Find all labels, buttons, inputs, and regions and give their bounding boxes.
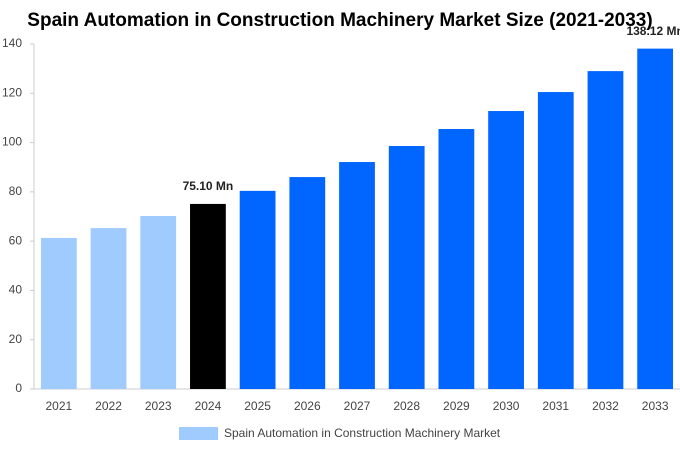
x-tick-label: 2022 [95, 399, 122, 413]
x-tick-label: 2024 [195, 399, 222, 413]
x-tick-label: 2033 [642, 399, 669, 413]
y-tick-label: 100 [2, 135, 22, 149]
chart-title: Spain Automation in Construction Machine… [27, 10, 652, 31]
bar [239, 190, 276, 389]
legend-label: Spain Automation in Construction Machine… [224, 426, 501, 440]
x-tick-label: 2029 [443, 399, 470, 413]
bar [140, 216, 177, 389]
x-tick-label: 2028 [393, 399, 420, 413]
bar [587, 71, 624, 389]
x-tick-label: 2023 [145, 399, 172, 413]
bar [438, 129, 475, 389]
bar [637, 48, 674, 389]
x-tick-label: 2027 [344, 399, 371, 413]
y-tick-label: 20 [9, 332, 23, 346]
bar [90, 228, 127, 389]
bar [388, 146, 425, 389]
y-tick-label: 60 [9, 233, 23, 247]
value-label: 138.12 Mn [626, 24, 680, 38]
x-tick-label: 2031 [542, 399, 569, 413]
y-tick-label: 80 [9, 184, 23, 198]
bar [339, 162, 375, 389]
x-tick-label: 2021 [45, 399, 72, 413]
y-tick-label: 0 [15, 381, 22, 395]
x-tick-label: 2026 [294, 399, 321, 413]
bar [289, 177, 326, 389]
y-tick-label: 140 [2, 36, 22, 50]
value-label: 75.10 Mn [183, 179, 234, 193]
y-tick-label: 120 [2, 85, 22, 99]
y-tick-label: 40 [9, 283, 23, 297]
bar [537, 92, 574, 389]
x-tick-label: 2030 [493, 399, 520, 413]
bar [40, 237, 77, 389]
bar [488, 111, 524, 390]
legend-swatch [179, 427, 218, 440]
bar [190, 203, 226, 389]
x-tick-label: 2025 [244, 399, 271, 413]
x-tick-label: 2032 [592, 399, 619, 413]
